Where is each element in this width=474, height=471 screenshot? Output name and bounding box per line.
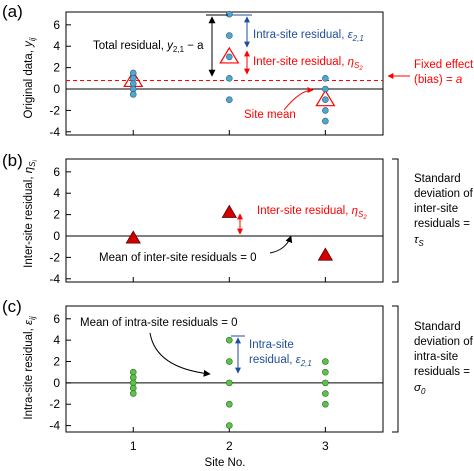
y-tick-label-b-1: 4 xyxy=(53,186,60,200)
panel-c-frame xyxy=(65,305,384,433)
y-tick-label-b-5: -4 xyxy=(49,272,60,286)
panel-c-bracket xyxy=(392,305,399,433)
data-point xyxy=(322,96,329,104)
fixed-effect-label-line2: (bias) = a xyxy=(414,74,462,86)
data-point xyxy=(226,96,233,104)
data-point xyxy=(226,75,233,82)
panel-c-yticks: 6 4 2 0 -2 -4 xyxy=(49,312,71,433)
data-point xyxy=(322,117,329,125)
intra-point xyxy=(322,358,329,365)
total-residual-label: Total residual, y2,1 − a xyxy=(93,40,204,54)
panel-b-xticks xyxy=(132,277,326,282)
y-tick-label-a-5: -4 xyxy=(49,125,60,139)
data-point xyxy=(226,53,233,61)
intra-point xyxy=(226,379,233,387)
intra-point xyxy=(226,422,233,429)
intra-point xyxy=(322,390,329,397)
y-tick-label-c-5: -4 xyxy=(49,419,60,433)
y-tick-label-b-3: 0 xyxy=(53,229,60,243)
data-point xyxy=(226,10,233,18)
x-tick-labels: 1 2 3 xyxy=(130,439,329,453)
fixed-effect-label-line1: Fixed effect xyxy=(414,59,474,71)
y-tick-label-a-0: 6 xyxy=(53,18,60,32)
panel-c-ylabel: Intra-site residual, εij xyxy=(23,316,37,419)
data-point xyxy=(226,32,233,39)
mean-inter-label: Mean of inter-site residuals = 0 xyxy=(99,252,257,264)
x-axis-label: Site No. xyxy=(205,457,246,469)
b-side-note-4: residuals = xyxy=(414,218,470,230)
y-tick-label-b-2: 2 xyxy=(53,208,60,222)
y-tick-label-a-1: 4 xyxy=(53,39,60,53)
panel-a: (a) Original data, yij 6 4 2 0 -2 -4 Total re… xyxy=(2,2,474,139)
panel-c: (c) Intra-site residual, εij 6 4 2 0 -2 -4 Me… xyxy=(2,297,474,469)
y-tick-label-c-2: 2 xyxy=(53,355,60,369)
c-side-note-3: intra-site xyxy=(414,351,458,363)
panel-a-frame xyxy=(65,11,384,136)
data-point xyxy=(322,107,329,114)
inter-site-residual-label: Inter-site residual, ηS2 xyxy=(253,56,363,72)
y-tick-label-a-2: 2 xyxy=(53,61,60,75)
panel-a-label: (a) xyxy=(2,2,23,21)
panel-b-bracket xyxy=(392,158,399,283)
intra-point xyxy=(322,379,329,387)
c-side-note-sym: σ0 xyxy=(414,382,426,396)
y-tick-label-b-4: -2 xyxy=(49,250,60,264)
panel-b-side-note: Standard deviation of inter-site residua… xyxy=(414,173,474,248)
panel-c-label: (c) xyxy=(2,297,22,316)
intra-point xyxy=(226,336,233,344)
mean-intra-arrow xyxy=(149,332,211,377)
intra-point xyxy=(322,400,329,408)
c-intra-label-line1: Intra-site xyxy=(249,339,294,351)
y-tick-label-b-0: 6 xyxy=(53,165,60,179)
c-side-note-4: residuals = xyxy=(414,366,470,378)
intra-point xyxy=(322,368,329,376)
panel-b-markers xyxy=(125,204,334,261)
b-side-note-1: Standard xyxy=(414,173,461,185)
x-tick-label-2: 3 xyxy=(322,439,329,453)
panel-b-ylabel: Inter-site residual, ηSi xyxy=(23,160,39,268)
x-tick-label-1: 2 xyxy=(226,439,233,453)
site-mean-arrow xyxy=(283,87,314,111)
panel-b: (b) Inter-site residual, ηSi 6 4 2 0 -2 -4 In… xyxy=(2,151,474,286)
data-point xyxy=(322,85,329,93)
b-side-note-2: deviation of xyxy=(414,188,474,200)
inter-site-marker xyxy=(125,230,141,244)
panel-b-yticks: 6 4 2 0 -2 -4 xyxy=(49,165,71,286)
b-inter-site-residual-label: Inter-site residual, ηS2 xyxy=(257,205,367,221)
y-tick-label-a-4: -2 xyxy=(49,103,60,117)
panel-a-yticks: 6 4 2 0 -2 -4 xyxy=(49,18,71,139)
panel-c-side-note: Standard deviation of intra-site residua… xyxy=(414,321,474,396)
panel-a-points xyxy=(129,10,329,125)
intra-point xyxy=(129,390,137,397)
panel-b-frame xyxy=(65,158,384,283)
inter-site-marker xyxy=(221,204,237,218)
inter-site-marker xyxy=(317,247,334,261)
intra-point xyxy=(226,358,233,365)
y-tick-label-c-0: 6 xyxy=(53,312,60,326)
mean-intra-label: Mean of intra-site residuals = 0 xyxy=(80,317,238,329)
c-side-note-2: deviation of xyxy=(414,336,474,348)
c-intra-label-line2: residual, ε2,1 xyxy=(249,354,312,368)
y-tick-label-c-1: 4 xyxy=(53,333,60,347)
y-tick-label-c-4: -2 xyxy=(49,397,60,411)
data-point xyxy=(129,91,137,98)
intra-point xyxy=(226,400,233,408)
site-mean-marker xyxy=(219,46,240,64)
x-tick-label-0: 1 xyxy=(130,439,137,453)
mean-inter-arrow xyxy=(269,235,293,254)
site-mean-marker xyxy=(315,89,336,107)
panel-c-points xyxy=(129,336,329,429)
b-side-note-3: inter-site xyxy=(414,203,458,215)
y-tick-label-a-3: 0 xyxy=(53,82,60,96)
site-mean-label: Site mean xyxy=(244,109,296,121)
c-side-note-1: Standard xyxy=(414,321,461,333)
data-point xyxy=(322,75,329,82)
intra-site-residual-label: Intra-site residual, ε2,1 xyxy=(253,29,364,43)
b-side-note-sym: τS xyxy=(414,234,424,248)
panel-b-label: (b) xyxy=(2,151,23,170)
panel-a-ylabel: Original data, yij xyxy=(23,37,37,118)
y-tick-label-c-3: 0 xyxy=(53,376,60,390)
panel-a-xticks xyxy=(132,130,326,135)
